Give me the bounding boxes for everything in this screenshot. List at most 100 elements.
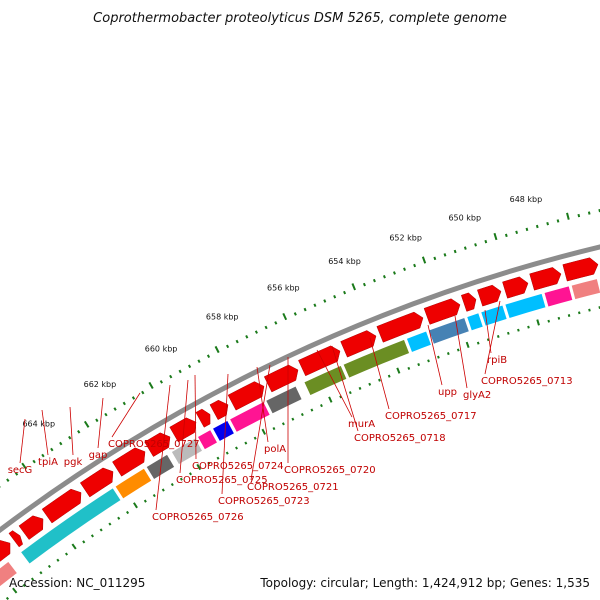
ruler-tick <box>556 219 560 223</box>
inner-tick <box>328 396 333 403</box>
leader-line <box>369 337 390 410</box>
inner-tick <box>567 314 571 317</box>
cds-arrow <box>460 292 477 312</box>
inner-tick <box>56 558 60 562</box>
ruler-label: 664 kbp <box>22 419 55 428</box>
cog-block <box>405 330 433 354</box>
ruler-tick <box>433 256 437 261</box>
map-title: Coprothermobacter proteolyticus DSM 5265… <box>93 11 507 26</box>
cog-block <box>228 400 272 434</box>
inner-tick <box>207 461 211 465</box>
ruler-tick <box>333 295 337 299</box>
inner-tick <box>39 571 43 575</box>
cog-block <box>465 312 484 332</box>
leader-line <box>427 324 443 386</box>
ruler-tick <box>282 312 288 321</box>
genome-backbone <box>0 244 600 534</box>
ruler-tick <box>525 227 529 232</box>
cds-arrow <box>340 330 377 358</box>
inner-tick <box>465 341 470 349</box>
ruler-tick <box>382 275 386 279</box>
inner-tick <box>557 316 561 320</box>
genome-summary-text: Topology: circular; Length: 1,424,912 bp… <box>260 576 590 590</box>
ruler-tick <box>141 390 145 395</box>
cds-arrow <box>8 530 23 548</box>
gene-label: COPRO5265_0718 <box>354 433 446 444</box>
inner-tick <box>407 366 411 370</box>
gene-label: murA <box>348 419 375 430</box>
cds-arrow <box>0 540 11 562</box>
ruler-tick <box>50 447 54 452</box>
inner-tick <box>496 335 500 339</box>
ruler-tick <box>293 312 297 316</box>
ruler-tick <box>264 325 268 330</box>
ruler-tick <box>343 290 347 295</box>
cog-block <box>427 316 471 345</box>
ruler-tick <box>413 263 417 268</box>
inner-tick <box>339 395 343 399</box>
cds-track <box>0 257 599 562</box>
ruler-tick <box>187 364 192 369</box>
leader-line <box>69 406 74 456</box>
ruler-label: 652 kbp <box>389 234 422 243</box>
inner-tick <box>244 441 248 445</box>
cog-block <box>0 560 19 588</box>
inner-tick <box>517 328 520 332</box>
inner-tick <box>536 319 540 326</box>
cog-block <box>303 364 348 397</box>
gene-label: COPRO5265_0713 <box>481 376 573 387</box>
ruler-tick <box>245 335 249 339</box>
ruler-tick <box>95 418 99 423</box>
leader-line <box>454 315 468 389</box>
leader-line <box>155 384 171 511</box>
gene-label: COPRO5265_0723 <box>218 496 310 507</box>
ruler-tick <box>169 374 173 379</box>
leader-line <box>484 309 492 354</box>
ruler-tick <box>303 307 307 312</box>
leader-line <box>250 364 271 481</box>
inner-tick <box>348 391 352 395</box>
inner-tick <box>253 436 257 440</box>
ruler-label: 650 kbp <box>448 213 481 222</box>
inner-tick <box>188 472 192 476</box>
leader-line <box>179 379 189 474</box>
ruler-tick <box>421 256 427 264</box>
cog-block <box>211 419 236 443</box>
inner-tick <box>22 583 26 588</box>
ruler-tick <box>546 221 549 226</box>
cog-block <box>114 467 153 500</box>
inner-tick <box>446 352 450 356</box>
inner-tick <box>82 540 86 544</box>
leader-line <box>111 392 141 438</box>
inner-tick <box>261 428 267 435</box>
ruler-tick <box>197 359 201 364</box>
gene-label: upp <box>438 387 457 398</box>
inner-tick <box>427 359 430 363</box>
inner-tick <box>281 422 285 426</box>
leader-line <box>19 418 26 464</box>
ruler-label: 660 kbp <box>145 345 178 354</box>
ruler-tick <box>226 344 230 349</box>
ruler-tick <box>68 435 72 440</box>
leader-line <box>221 373 229 495</box>
inner-tick <box>108 522 112 526</box>
cog-block <box>543 285 574 308</box>
ruler-label: 662 kbp <box>84 380 117 389</box>
leader-line <box>484 300 501 375</box>
ruler-tick <box>362 282 366 287</box>
gene-label: COPRO5265_0724 <box>192 461 284 472</box>
ruler-tick <box>577 213 581 218</box>
ruler-tick <box>159 380 163 384</box>
gene-label: COPRO5265_0720 <box>284 465 376 476</box>
inner-tick <box>99 528 103 532</box>
cog-block <box>196 428 219 451</box>
cds-arrow <box>376 311 424 343</box>
ruler-label: 648 kbp <box>510 195 543 204</box>
ruler-tick <box>535 224 539 229</box>
inner-tick <box>486 338 490 342</box>
inner-tick <box>456 348 460 352</box>
cog-block <box>570 277 600 301</box>
inner-tick <box>161 488 165 492</box>
ruler-track: 648 kbp 650 kbp 652 kbp 654 kbp 656 kbp 658 k… <box>0 195 600 488</box>
ruler-tick <box>83 420 90 428</box>
